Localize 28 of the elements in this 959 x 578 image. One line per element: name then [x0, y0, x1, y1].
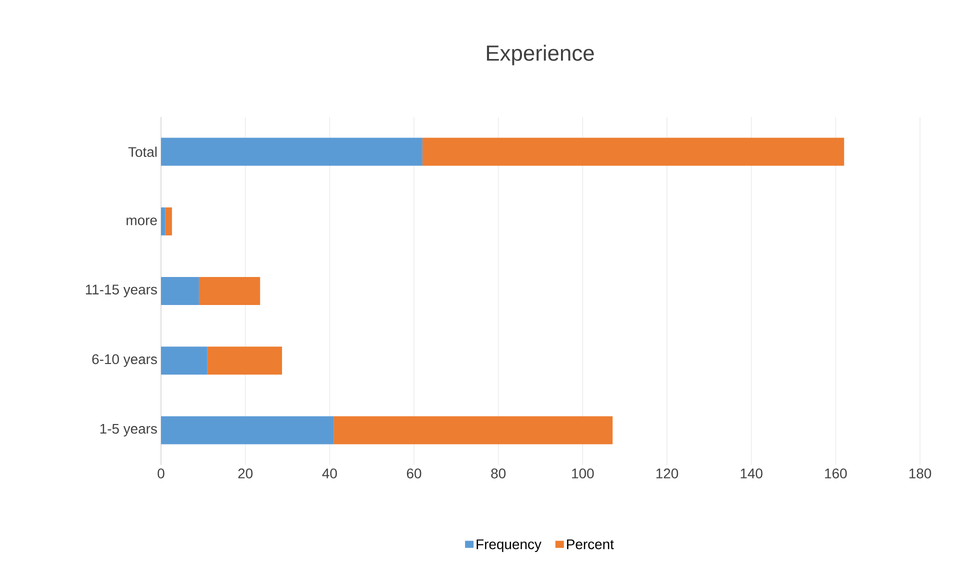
- bar: [161, 416, 334, 444]
- y-tick-label: Total: [128, 146, 157, 157]
- bar: [161, 207, 166, 236]
- bar: [422, 138, 844, 166]
- x-tick-label: 40: [322, 468, 337, 478]
- x-tick-label: 180: [909, 468, 932, 478]
- legend-label: Percent: [567, 539, 614, 550]
- x-tick-label: 120: [656, 468, 678, 478]
- y-tick-label: 11-15 years: [86, 284, 157, 298]
- bar: [161, 138, 422, 166]
- y-tick-label: 1-5 years: [100, 424, 157, 436]
- x-tick-label: 100: [572, 468, 594, 478]
- x-tick-label: 140: [740, 468, 762, 478]
- y-tick-label: more: [126, 218, 157, 226]
- x-tick-label: 0: [158, 468, 164, 478]
- bar: [198, 276, 260, 305]
- y-tick-label: 6-10 years: [92, 354, 157, 367]
- bar: [334, 416, 613, 444]
- x-tick-label: 80: [491, 468, 506, 478]
- bar: [207, 346, 282, 375]
- x-tick-label: 20: [238, 468, 253, 478]
- chart-title: Experience: [486, 44, 594, 66]
- bar: [165, 207, 172, 236]
- x-tick-label: 60: [406, 468, 422, 478]
- legend-label: Frequency: [476, 539, 542, 552]
- bar: [161, 276, 199, 305]
- bar: [161, 346, 208, 375]
- x-tick-label: 160: [825, 468, 847, 478]
